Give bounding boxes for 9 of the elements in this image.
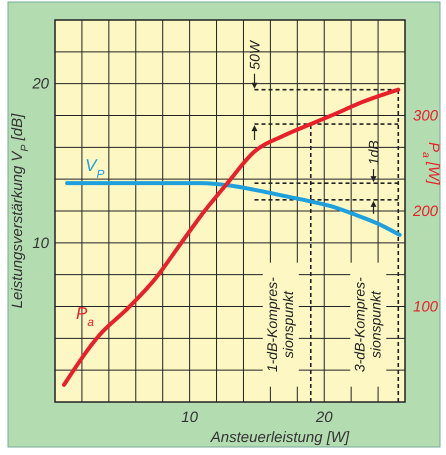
x-axis-title: Ansteuerleistung [W] [210, 429, 350, 446]
line-series [65, 181, 402, 237]
ref-line-label: 1-dB-Kompres- sionspunkt [264, 276, 296, 372]
y2-tick-label: 200 [412, 203, 439, 220]
line-series [62, 88, 400, 387]
series-label: V$_{P}$ [85, 156, 104, 182]
ref-line-label: 3-dB-Kompres- sionspunkt [351, 276, 384, 372]
y2-tick-label: 300 [413, 108, 439, 124]
y2-tick-label: 100 [413, 298, 439, 316]
